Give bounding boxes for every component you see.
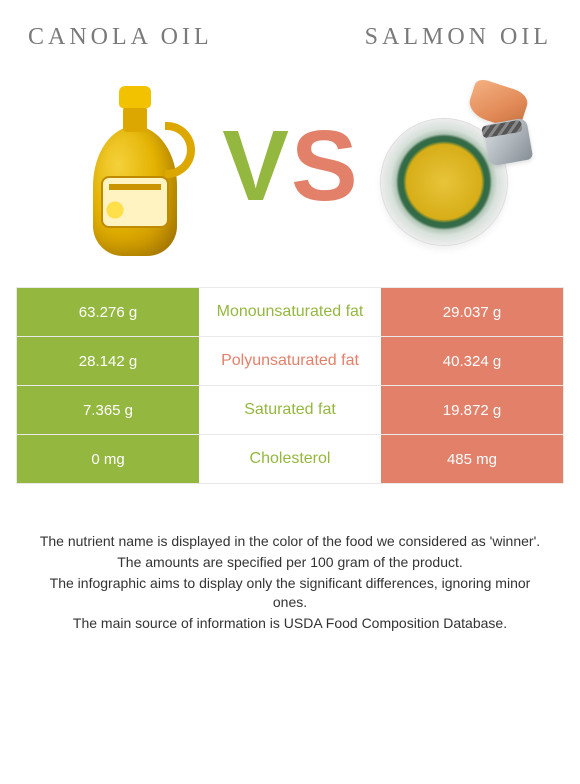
vs-v-letter: V: [222, 116, 289, 216]
canola-bottle-illustration: [50, 76, 220, 256]
right-value-cell: 19.872 g: [381, 386, 563, 434]
left-value-cell: 63.276 g: [17, 288, 199, 336]
table-row: 0 mgCholesterol485 mg: [16, 435, 564, 484]
vs-label: V S: [230, 116, 350, 216]
nutrient-label: Monounsaturated fat: [199, 288, 381, 336]
nutrient-label: Polyunsaturated fat: [199, 337, 381, 385]
title-row: Canola oil Salmon oil: [16, 24, 564, 51]
footer-line: The nutrient name is displayed in the co…: [34, 532, 546, 551]
infographic-root: { "colors": { "left": "#94b83f", "right"…: [0, 0, 580, 784]
footer-line: The infographic aims to display only the…: [34, 574, 546, 612]
nutrient-label: Cholesterol: [199, 435, 381, 483]
footer-line: The amounts are specified per 100 gram o…: [34, 553, 546, 572]
right-value-cell: 40.324 g: [381, 337, 563, 385]
left-value-cell: 7.365 g: [17, 386, 199, 434]
footer-line: The main source of information is USDA F…: [34, 614, 546, 633]
title-left: Canola oil: [28, 24, 213, 51]
hero-row: V S: [16, 71, 564, 261]
right-value-cell: 29.037 g: [381, 288, 563, 336]
table-row: 28.142 gPolyunsaturated fat40.324 g: [16, 337, 564, 386]
title-right: Salmon oil: [365, 24, 552, 51]
table-row: 7.365 gSaturated fat19.872 g: [16, 386, 564, 435]
vs-s-letter: S: [291, 116, 358, 216]
footer-notes: The nutrient name is displayed in the co…: [34, 532, 546, 634]
nutrient-label: Saturated fat: [199, 386, 381, 434]
right-value-cell: 485 mg: [381, 435, 563, 483]
salmon-oil-illustration: [360, 76, 530, 256]
comparison-table: 63.276 gMonounsaturated fat29.037 g28.14…: [16, 287, 564, 484]
left-value-cell: 0 mg: [17, 435, 199, 483]
table-row: 63.276 gMonounsaturated fat29.037 g: [16, 287, 564, 337]
left-value-cell: 28.142 g: [17, 337, 199, 385]
